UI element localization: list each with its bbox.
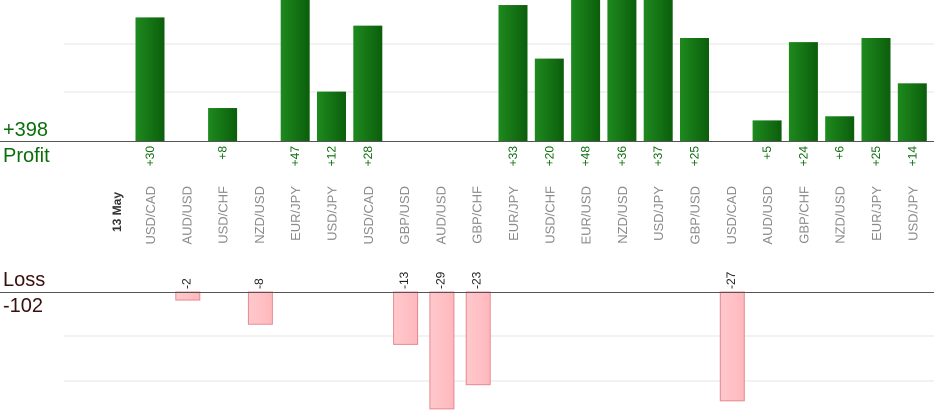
category-label: USD/CAD — [143, 186, 158, 245]
loss-bar — [719, 291, 745, 402]
loss-bar — [175, 291, 201, 301]
loss-value-label: -27 — [724, 271, 738, 289]
loss-bar — [247, 291, 273, 325]
profit-bar — [825, 116, 855, 141]
loss-value-label: -23 — [470, 271, 484, 289]
profit-bar — [208, 108, 238, 141]
profit-value-label: +8 — [216, 146, 230, 160]
profit-bar — [607, 0, 637, 142]
category-label: EUR/JPY — [869, 186, 884, 241]
loss-value-label: -2 — [179, 278, 193, 289]
profit-value-label: +47 — [288, 146, 302, 167]
profit-bar — [680, 38, 709, 141]
category-label: AUD/USD — [433, 186, 448, 245]
category-label: NZD/USD — [615, 186, 630, 244]
profit-bar — [752, 120, 782, 141]
category-label: GBP/CHF — [796, 186, 811, 244]
profit-bar — [643, 0, 673, 142]
category-label: GBP/USD — [688, 186, 703, 245]
category-label: USD/CAD — [361, 186, 376, 245]
profit-total: +398 — [3, 119, 49, 141]
category-label: NZD/USD — [252, 186, 267, 244]
category-label: USD/CAD — [724, 186, 739, 245]
category-label: NZD/USD — [833, 186, 848, 244]
profit-bar — [571, 0, 601, 141]
profit-value-label: +30 — [143, 146, 157, 167]
category-label: USD/JPY — [325, 186, 340, 241]
profit-value-label: +5 — [760, 146, 774, 160]
category-label: USD/CHF — [542, 186, 557, 244]
category-label: EUR/JPY — [288, 186, 303, 241]
category-label: USD/JPY — [651, 186, 666, 241]
loss-total: -102 — [3, 295, 44, 317]
profit-bar — [788, 42, 818, 142]
loss-value-label: -8 — [252, 278, 266, 289]
loss-bar — [429, 291, 455, 410]
category-label: EUR/USD — [579, 186, 594, 245]
profit-bar — [280, 0, 310, 141]
loss-bar — [465, 291, 491, 386]
category-label: USD/JPY — [905, 186, 920, 241]
category-label: AUD/USD — [179, 186, 194, 245]
profit-value-label: +37 — [651, 146, 665, 167]
profit-value-label: +20 — [542, 146, 556, 167]
profit-label: Profit — [3, 145, 50, 167]
profit-bar — [353, 25, 383, 141]
profit-value-label: +25 — [688, 146, 702, 167]
profit-bar — [135, 17, 165, 141]
profit-bar — [534, 58, 564, 141]
profit-bar — [317, 91, 346, 141]
loss-bar — [393, 291, 419, 345]
profit-value-label: +28 — [361, 146, 375, 167]
profit-value-label: +36 — [615, 146, 629, 167]
category-label: GBP/USD — [397, 186, 412, 245]
profit-value-label: +12 — [325, 146, 339, 167]
category-label: AUD/USD — [760, 186, 775, 245]
loss-label: Loss — [3, 269, 46, 291]
profit-bar — [498, 5, 528, 142]
category-label: EUR/JPY — [506, 186, 521, 241]
profit-value-label: +25 — [869, 146, 883, 167]
loss-value-label: -13 — [397, 271, 411, 289]
profit-bar — [897, 83, 927, 141]
category-label: USD/CHF — [216, 186, 231, 244]
loss-value-label: -29 — [433, 271, 447, 289]
profit-value-label: +14 — [905, 146, 919, 167]
profit-bar — [861, 38, 891, 141]
profit-value-label: +48 — [579, 146, 593, 167]
date-label: 13 May — [110, 192, 124, 232]
category-label: GBP/CHF — [470, 186, 485, 244]
profit-value-label: +33 — [506, 146, 520, 167]
profit-value-label: +6 — [833, 146, 847, 160]
profit-value-label: +24 — [796, 146, 810, 167]
